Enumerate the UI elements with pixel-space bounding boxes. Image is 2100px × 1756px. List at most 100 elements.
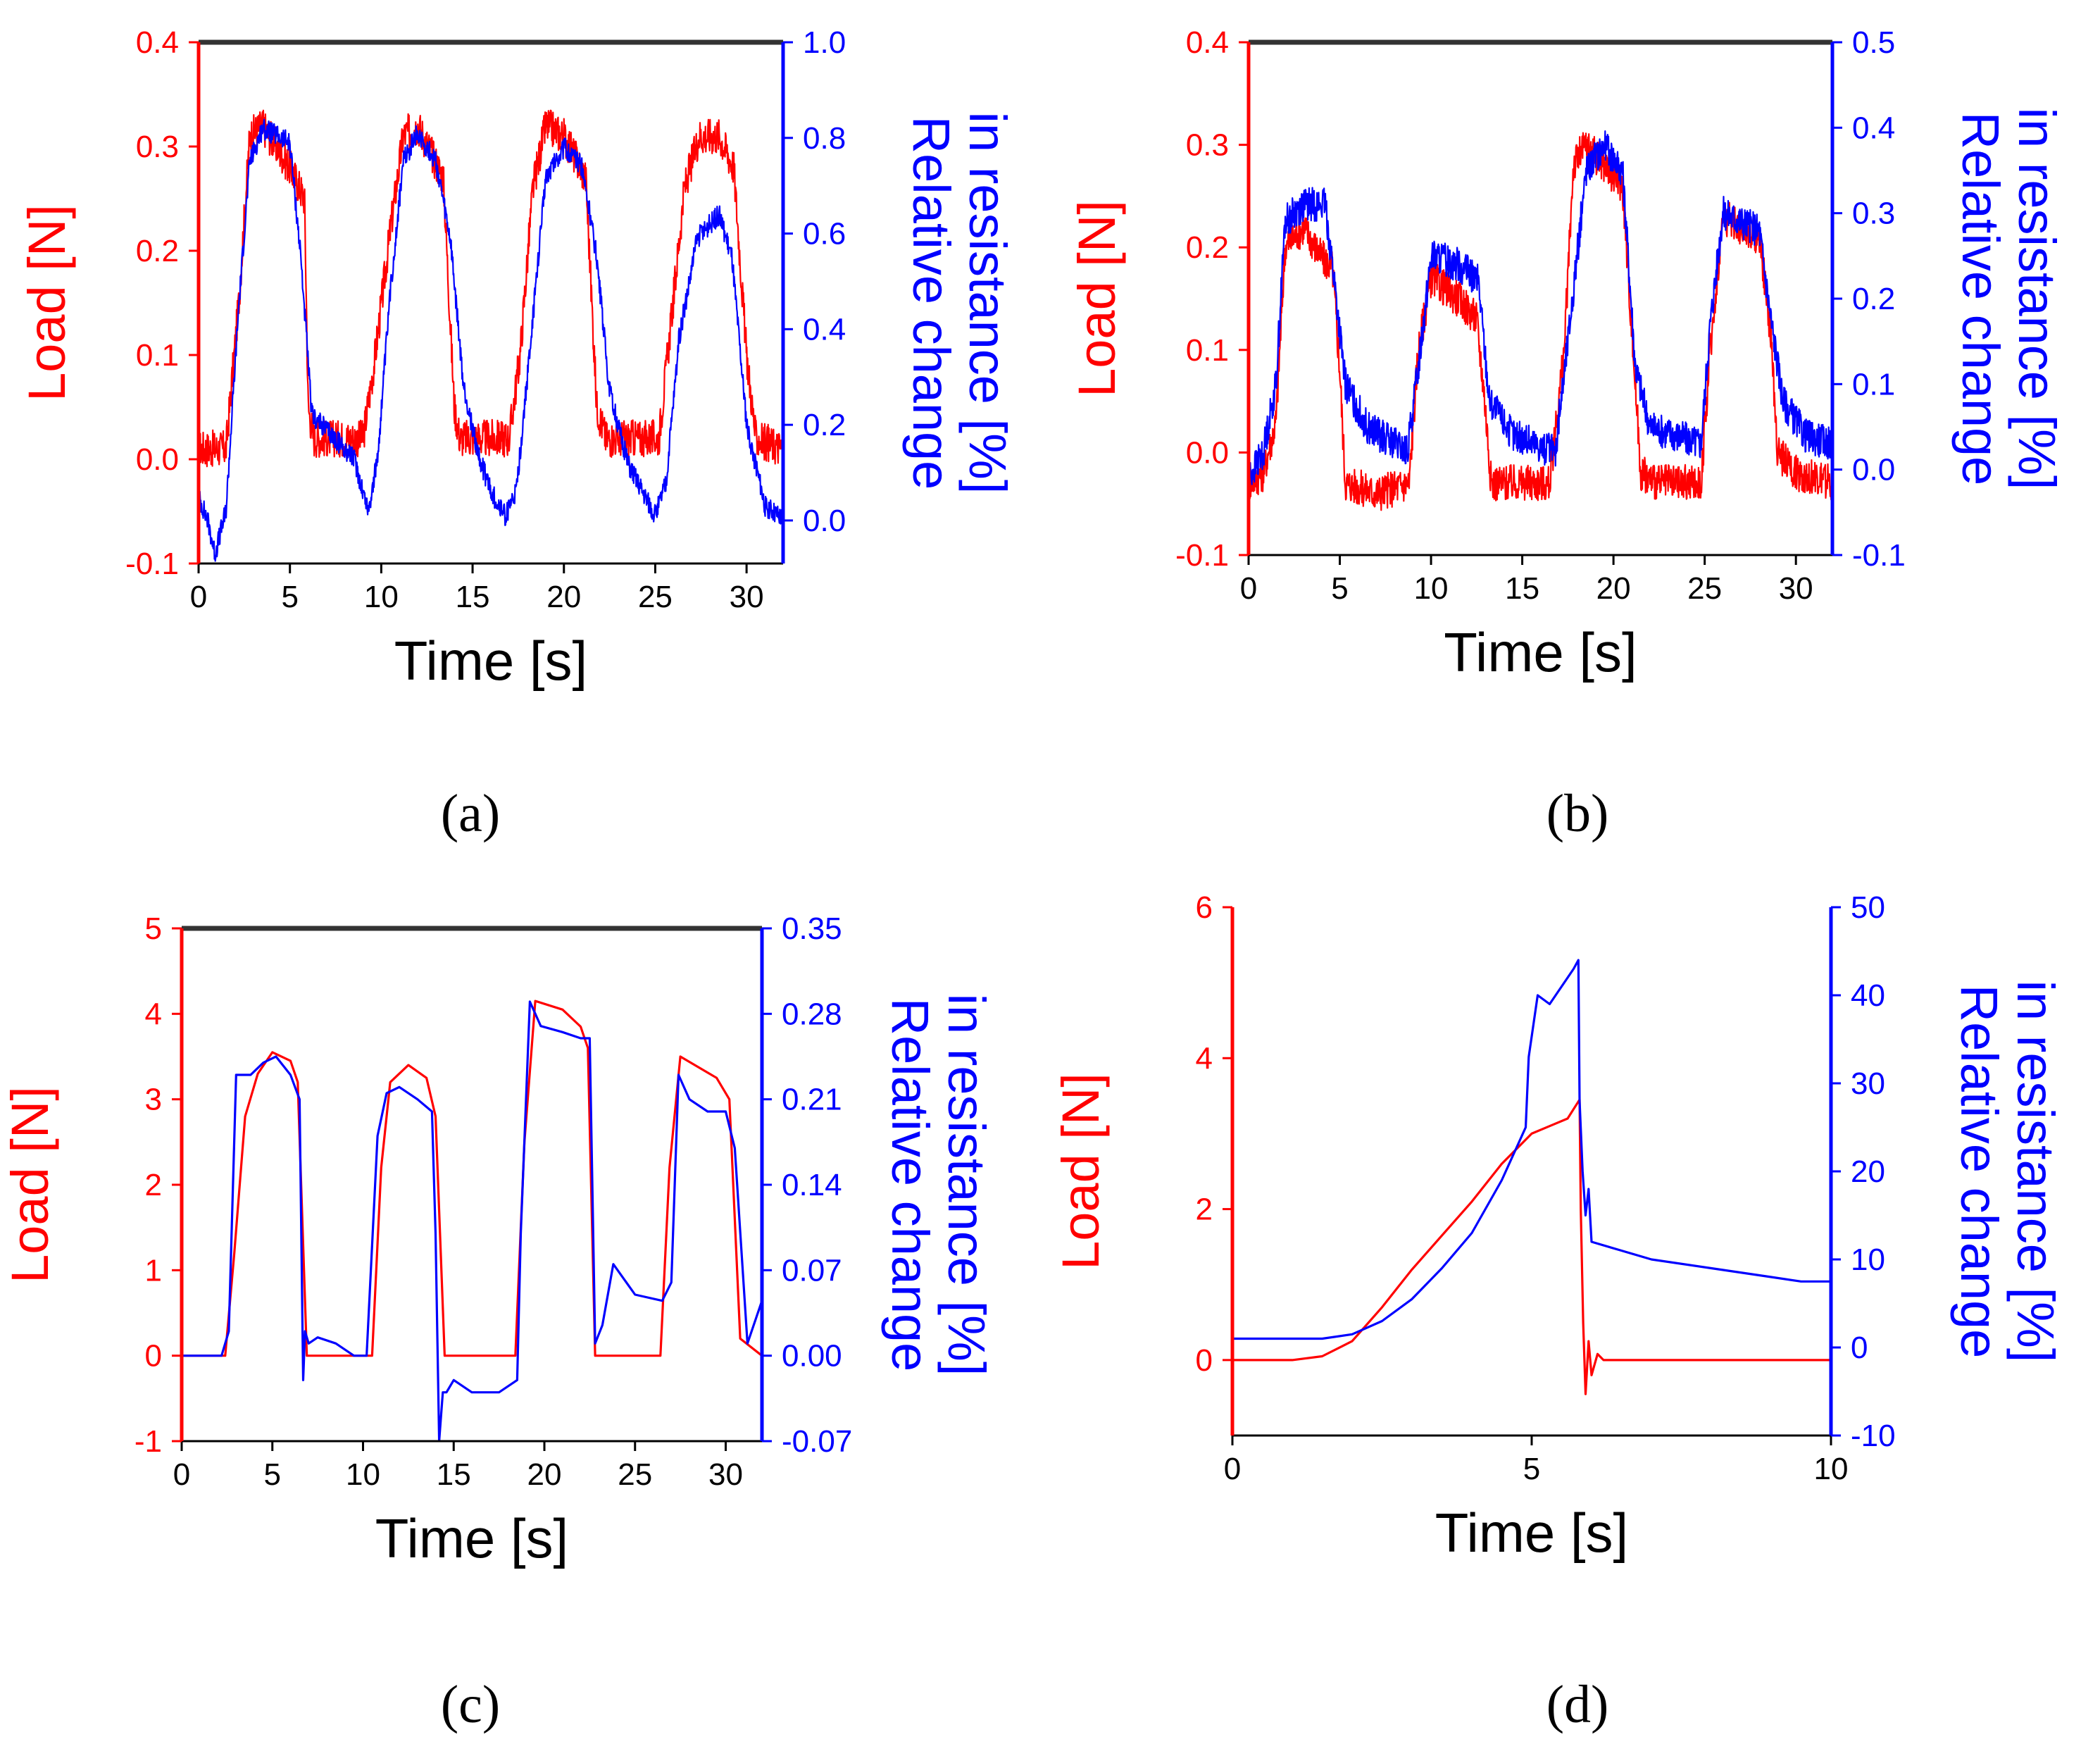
y-right-tick-label: -0.07 (782, 1424, 852, 1459)
y-right-tick-label: 0.28 (782, 997, 842, 1031)
y-right-tick-label: 0.1 (1852, 367, 1895, 401)
y-left-tick-label: 0.3 (1186, 128, 1229, 163)
y-right-tick-label: 30 (1851, 1066, 1885, 1101)
y-right-tick-label: -10 (1851, 1419, 1896, 1453)
x-tick-label: 20 (1596, 571, 1631, 606)
y-left-tick-label: 0 (145, 1339, 162, 1374)
y-right-axis-label-line2: in resistance [%] (2008, 108, 2066, 490)
series-load-line (1249, 132, 1832, 511)
series-resistance-line (1232, 959, 1831, 1340)
x-tick-label: 0 (173, 1457, 190, 1492)
y-right-tick-label: 0 (1851, 1331, 1868, 1365)
y-left-tick-label: 0.1 (1186, 333, 1229, 368)
y-left-axis-label: Load [N] (18, 204, 76, 401)
y-right-tick-label: 1.0 (803, 25, 846, 60)
y-right-axis-label-line1: Relative change (881, 998, 939, 1372)
x-tick-label: 15 (437, 1457, 471, 1492)
y-left-tick-label: 6 (1196, 890, 1213, 925)
y-right-tick-label: 0.14 (782, 1168, 842, 1202)
y-left-tick-label: 5 (145, 911, 162, 946)
y-left-tick-label: 0.3 (136, 130, 179, 164)
x-axis-label: Time [s] (1435, 1502, 1628, 1564)
x-axis-label: Time [s] (1444, 621, 1637, 683)
x-tick-label: 0 (1224, 1452, 1241, 1486)
series-resistance-line (182, 1000, 762, 1441)
y-left-tick-label: -1 (135, 1424, 162, 1459)
y-right-axis-label-line2: in resistance [%] (958, 112, 1017, 494)
y-left-tick-label: 0.4 (1186, 25, 1229, 60)
y-left-tick-label: 4 (1196, 1041, 1213, 1076)
x-axis-label: Time [s] (394, 630, 587, 692)
x-tick-label: 10 (346, 1457, 380, 1492)
y-left-tick-label: 0.0 (1186, 435, 1229, 470)
y-left-tick-label: 0.2 (136, 234, 179, 268)
y-right-tick-label: 0.00 (782, 1339, 842, 1374)
series-load-line (182, 1000, 762, 1357)
y-right-axis-label-line2: in resistance [%] (937, 994, 996, 1376)
panel-caption: (a) (441, 784, 500, 843)
y-left-tick-label: 3 (145, 1083, 162, 1117)
x-tick-label: 5 (1523, 1452, 1540, 1486)
series-resistance-line (199, 118, 783, 562)
y-left-axis-label: Load [N] (1051, 1073, 1110, 1270)
x-tick-label: 5 (1331, 571, 1348, 606)
series-load-line (1232, 1098, 1831, 1395)
panel-caption: (b) (1546, 784, 1609, 843)
y-right-tick-label: 0.2 (803, 408, 846, 442)
y-right-tick-label: 0.8 (803, 121, 846, 156)
y-right-tick-label: 0.21 (782, 1083, 842, 1117)
x-tick-label: 10 (364, 580, 399, 614)
y-right-axis-label-line1: Relative change (902, 116, 961, 490)
x-tick-label: 0 (1240, 571, 1257, 606)
y-left-tick-label: 0 (1196, 1343, 1213, 1378)
panel-a: 0 5 10 15 20 25 30 -0.1 0.0 0.1 0.2 0.3 0.4 0.0 0.2 0.4… (18, 25, 1017, 843)
x-tick-label: 10 (1414, 571, 1449, 606)
y-right-tick-label: 0.6 (803, 217, 846, 251)
y-right-tick-label: 0.4 (1852, 111, 1895, 145)
y-right-tick-label: 0.4 (803, 312, 846, 347)
y-right-tick-label: 0.0 (1852, 453, 1895, 487)
x-tick-label: 5 (281, 580, 298, 614)
y-left-tick-label: -0.1 (125, 547, 179, 581)
y-left-tick-label: 4 (145, 997, 162, 1031)
x-tick-label: 30 (708, 1457, 743, 1492)
x-tick-label: 30 (730, 580, 764, 614)
y-left-axis-label: Load [N] (1068, 200, 1126, 397)
x-tick-label: 0 (190, 580, 207, 614)
y-left-tick-label: 0.2 (1186, 230, 1229, 265)
y-right-tick-label: 0.35 (782, 911, 842, 946)
panel-caption: (d) (1546, 1675, 1609, 1734)
panel-d: 0 5 10 0 2 4 6 -10 0 10 20 30 40 50 Time [s] Load [N] Re… (1051, 890, 2065, 1734)
y-right-tick-label: 0.3 (1852, 197, 1895, 231)
y-left-tick-label: -0.1 (1175, 538, 1229, 573)
x-tick-label: 25 (638, 580, 673, 614)
x-tick-label: 20 (546, 580, 581, 614)
x-tick-label: 20 (527, 1457, 562, 1492)
panel-b: 0 5 10 15 20 25 30 -0.1 0.0 0.1 0.2 0.3 0.4 -0.1 0.0 0.… (1068, 25, 2066, 843)
x-tick-label: 15 (456, 580, 490, 614)
panel-caption: (c) (441, 1675, 500, 1734)
y-right-tick-label: 50 (1851, 890, 1885, 925)
y-right-axis-label-line2: in resistance [%] (2006, 980, 2065, 1363)
y-left-axis-label: Load [N] (1, 1086, 59, 1283)
series-resistance-line (1249, 130, 1832, 485)
y-left-tick-label: 2 (1196, 1193, 1213, 1227)
y-right-axis-label-line1: Relative change (1951, 112, 2010, 486)
x-tick-label: 30 (1779, 571, 1813, 606)
y-right-tick-label: -0.1 (1852, 538, 1906, 573)
x-tick-label: 15 (1505, 571, 1539, 606)
y-right-tick-label: 0.0 (803, 504, 846, 538)
y-left-tick-label: 0.0 (136, 442, 179, 477)
panel-c: 0 5 10 15 20 25 30 -1 0 1 2 3 4 5 -0.07 0.00 0.07 0.14 0.2… (1, 911, 996, 1734)
y-right-tick-label: 0.07 (782, 1253, 842, 1288)
x-axis-label: Time [s] (375, 1507, 568, 1569)
y-right-tick-label: 10 (1851, 1243, 1885, 1277)
y-left-tick-label: 0.4 (136, 25, 179, 60)
y-right-tick-label: 0.2 (1852, 282, 1895, 316)
y-left-tick-label: 2 (145, 1168, 162, 1202)
y-left-tick-label: 1 (145, 1253, 162, 1288)
x-tick-label: 25 (618, 1457, 652, 1492)
y-right-tick-label: 40 (1851, 978, 1885, 1013)
series-load-line (199, 109, 783, 468)
